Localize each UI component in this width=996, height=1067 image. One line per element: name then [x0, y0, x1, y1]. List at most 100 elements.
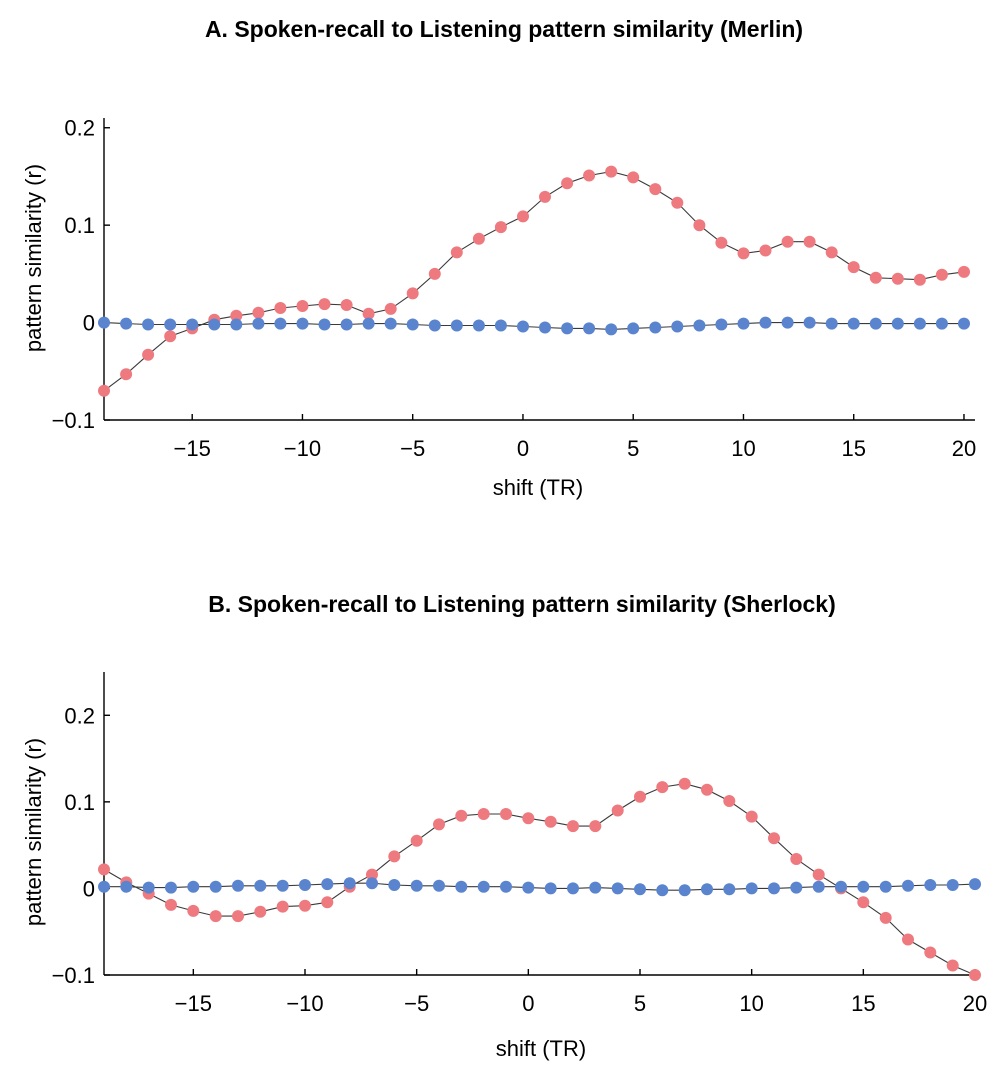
- panel-b-recall-similarity-point: [500, 808, 512, 820]
- panel-a-recall-similarity-point: [561, 177, 574, 190]
- panel-a-x-tick-label: −5: [400, 436, 425, 461]
- panel-a-recall-similarity-point: [450, 246, 463, 259]
- panel-b-baseline-point: [120, 880, 133, 893]
- panel-b-recall-similarity-point: [678, 777, 691, 790]
- panel-a: A. Spoken-recall to Listening pattern si…: [21, 16, 976, 500]
- panel-a-baseline-point: [913, 317, 926, 330]
- panel-a-recall-similarity-point: [825, 246, 838, 259]
- panel-a-marks: [98, 165, 970, 397]
- panel-a-recall-similarity-point: [583, 169, 596, 182]
- panel-a-recall-similarity-point: [605, 165, 618, 178]
- panel-a-recall-similarity-point: [847, 261, 860, 274]
- panel-b-recall-similarity-point: [857, 896, 870, 909]
- panel-a-x-tick-label: −10: [284, 436, 321, 461]
- panel-b-baseline-point: [321, 878, 334, 891]
- panel-a-baseline-point: [98, 316, 110, 329]
- panel-b-recall-similarity-point: [589, 820, 602, 833]
- panel-b: B. Spoken-recall to Listening pattern si…: [21, 591, 987, 1061]
- panel-a-baseline-point: [142, 318, 155, 331]
- panel-b-recall-similarity-point: [410, 834, 423, 847]
- panel-b-baseline-point: [701, 883, 713, 896]
- panel-b-baseline-point: [343, 877, 356, 890]
- panel-b-recall-similarity-point: [477, 808, 490, 820]
- panel-b-x-tick-label: −10: [286, 991, 323, 1016]
- panel-b-x-tick-label: 0: [522, 991, 534, 1016]
- panel-b-recall-similarity-point: [522, 812, 535, 825]
- panel-a-ticks: −0.1 0 0.1 0.2 −15 −10 −5 0 5 10 15 20: [52, 116, 977, 461]
- panel-b-baseline-point: [790, 881, 803, 894]
- panel-b-recall-similarity-point: [634, 790, 646, 803]
- panel-b-recall-similarity-point: [544, 815, 557, 828]
- panel-a-baseline-point: [274, 317, 287, 330]
- panel-b-recall-similarity-point: [701, 783, 713, 796]
- panel-b-recall-similarity-point: [254, 905, 267, 918]
- panel-b-y-tick-label: 0.1: [64, 790, 95, 815]
- panel-a-x-tick-label: 20: [952, 436, 976, 461]
- panel-a-recall-similarity-point: [781, 235, 794, 248]
- panel-a-recall-similarity-point: [120, 368, 133, 381]
- panel-a-baseline-point: [759, 316, 772, 329]
- panel-b-recall-similarity-point: [723, 795, 736, 807]
- panel-a-title: A. Spoken-recall to Listening pattern si…: [205, 16, 803, 42]
- panel-a-recall-similarity-point: [406, 287, 419, 300]
- panel-b-baseline-point: [634, 883, 646, 896]
- panel-a-baseline-point: [847, 317, 860, 330]
- panel-b-baseline-point: [611, 882, 624, 895]
- panel-b-recall-similarity-point: [321, 896, 334, 909]
- panel-a-baseline-point: [472, 319, 485, 332]
- panel-b-recall-similarity-line: [103, 783, 976, 976]
- panel-b-recall-similarity-point: [165, 898, 177, 911]
- panel-a-baseline-point: [715, 318, 728, 331]
- panel-a-y-tick-label: 0.1: [64, 213, 95, 238]
- panel-a-recall-similarity-point: [627, 171, 640, 184]
- panel-b-y-tick-label: 0.2: [64, 703, 95, 728]
- panel-b-recall-similarity-point: [433, 818, 445, 831]
- panel-a-baseline-point: [825, 317, 838, 330]
- panel-a-recall-similarity-point: [164, 330, 177, 343]
- panel-b-baseline-point: [388, 879, 401, 891]
- panel-b-recall-similarity-point: [232, 910, 244, 923]
- panel-a-baseline-point: [230, 318, 243, 331]
- panel-b-baseline-point: [366, 877, 378, 890]
- panel-b-baseline-point: [678, 884, 691, 897]
- panel-b-x-tick-label: 15: [851, 991, 875, 1016]
- panel-a-recall-similarity-point: [649, 183, 662, 196]
- panel-b-x-tick-label: 5: [634, 991, 646, 1016]
- panel-a-baseline-point: [891, 317, 904, 330]
- panel-b-recall-similarity-point: [455, 809, 468, 822]
- panel-b-x-axis-label: shift (TR): [496, 1036, 586, 1061]
- panel-a-recall-similarity-point: [737, 247, 750, 260]
- panel-a-baseline-point: [384, 317, 397, 330]
- panel-a-recall-similarity-point: [384, 302, 397, 315]
- panel-b-recall-similarity-point: [745, 810, 758, 823]
- panel-b-axes: [103, 672, 975, 976]
- panel-a-recall-similarity-point: [142, 348, 155, 361]
- panel-a-recall-similarity-point: [494, 221, 507, 234]
- panel-b-y-axis-label: pattern similarity (r): [21, 738, 46, 926]
- panel-a-recall-similarity-point: [318, 298, 331, 311]
- panel-a-axes: [103, 118, 975, 421]
- panel-b-baseline-point: [924, 879, 937, 891]
- panel-a-recall-similarity-point: [715, 236, 728, 249]
- panel-b-x-tick-label: 20: [963, 991, 987, 1016]
- panel-a-recall-similarity-point: [362, 307, 375, 320]
- panel-a-baseline-point: [583, 322, 596, 335]
- panel-b-baseline-point: [768, 882, 780, 895]
- panel-b-baseline-point: [98, 880, 110, 893]
- panel-a-recall-similarity-line: [103, 171, 965, 392]
- panel-a-recall-similarity-point: [517, 210, 529, 223]
- panel-a-baseline-point: [671, 320, 684, 333]
- panel-b-y-tick-label: −0.1: [52, 963, 95, 988]
- panel-a-baseline-point: [627, 322, 640, 335]
- panel-b-recall-similarity-point: [879, 911, 892, 924]
- panel-b-recall-similarity-point: [567, 820, 579, 833]
- panel-b-recall-similarity-point: [902, 933, 914, 946]
- panel-b-baseline-point: [969, 878, 981, 891]
- panel-a-baseline-point: [450, 319, 463, 332]
- panel-a-baseline-point: [494, 319, 507, 332]
- panel-a-baseline-point: [737, 317, 750, 330]
- panel-b-recall-similarity-point: [611, 804, 624, 817]
- panel-a-recall-similarity-point: [891, 272, 904, 285]
- panel-a-baseline-point: [803, 316, 816, 329]
- panel-a-recall-similarity-point: [759, 244, 772, 257]
